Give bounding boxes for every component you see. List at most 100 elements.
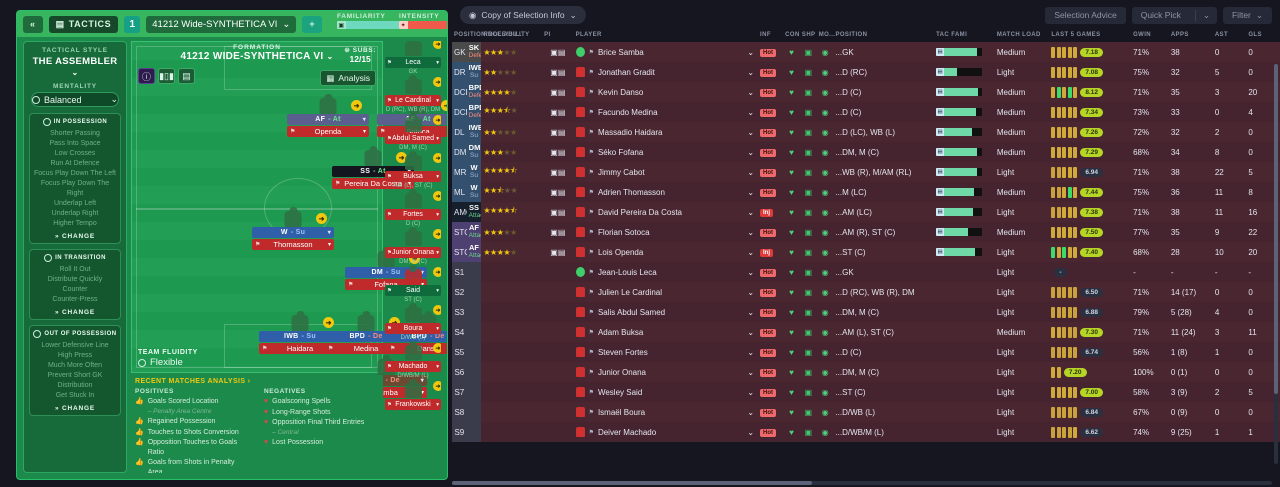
table-row[interactable]: DCLBPDDefend★★★⯪★▣▤⚑Facundo Medina⌄Hot♥▣…: [452, 102, 1280, 122]
column-header[interactable]: PLAYER: [575, 32, 602, 38]
row-position-slot[interactable]: DCR: [452, 82, 467, 102]
row-player-menu[interactable]: ⌄: [747, 427, 755, 437]
row-player-instructions[interactable]: ▣▤: [550, 127, 566, 137]
row-position-slot[interactable]: S4: [452, 322, 467, 342]
row-role-select[interactable]: SSAttack: [466, 202, 482, 222]
row-role-select[interactable]: W Su: [466, 162, 482, 182]
row-player-menu[interactable]: ⌄: [747, 187, 755, 197]
row-position-slot[interactable]: AMC: [452, 202, 467, 222]
chevron-down-icon[interactable]: ▾: [436, 401, 439, 408]
table-row[interactable]: ML W Su ★★⯪★★ ▣▤ ⚑ Adrien Thomasson ⌄ Hot ♥ ▣ ◉ ...M…: [452, 182, 1280, 202]
table-row[interactable]: STCLAFAttack★★★★★▣▤⚑Lois Openda⌄Inj♥▣◉..…: [452, 242, 1280, 262]
chevron-down-icon[interactable]: ▾: [436, 249, 439, 256]
row-player-instructions[interactable]: ▣▤: [550, 187, 566, 197]
row-role-select[interactable]: DM Su: [466, 142, 482, 162]
row-player[interactable]: ⚑ Jimmy Cabot: [574, 162, 744, 182]
table-row[interactable]: DL IWB Su ★★★★★ ▣▤ ⚑ Massadio Haidara ⌄ Hot ♥ ▣ ◉..…: [452, 122, 1280, 142]
horizontal-scrollbar[interactable]: [452, 481, 1272, 485]
substitute-name-select[interactable]: ⚑ Junior Onana ▾: [385, 247, 441, 258]
row-player[interactable]: ⚑ Massadio Haidara: [574, 122, 744, 142]
row-player-instructions[interactable]: ▣▤: [550, 147, 566, 157]
substitute-card[interactable]: ⚑ Fortes ▾ D (C) ➜: [385, 191, 441, 227]
pitch-player-card[interactable]: IWB- Su▾⚑Haidara▾: [259, 315, 341, 354]
substitute-card[interactable]: ⚑ Le Cardinal ▾ D (RC), WB (R), DM ➜: [385, 77, 441, 113]
row-player-menu[interactable]: ⌄: [747, 387, 755, 397]
row-position-slot[interactable]: DM: [452, 142, 467, 162]
substitutes-strip[interactable]: ⚑ Leca ▾ GK ➜ ⚑ Le Cardinal ▾ D (RC), WB (R), DM…: [385, 41, 441, 473]
row-position-slot[interactable]: ML: [452, 182, 467, 202]
column-header[interactable]: POSITION: [835, 32, 868, 38]
row-player-menu[interactable]: ⌄: [747, 107, 755, 117]
column-header[interactable]: [743, 30, 758, 42]
table-row[interactable]: S7 ⚑ Wesley Said ⌄ Hot ♥ ▣ ◉ ...ST (C) Light 7.00 5…: [452, 382, 1280, 402]
chevron-down-icon[interactable]: ▾: [436, 363, 439, 370]
table-row[interactable]: S6 ⚑ Junior Onana ⌄ Hot ♥ ▣ ◉ ...DM, M (C) Light 7…: [452, 362, 1280, 382]
change-button[interactable]: » CHANGE: [55, 309, 95, 316]
column-header[interactable]: MO...: [818, 32, 836, 38]
horizontal-scrollbar-thumb[interactable]: [452, 481, 812, 485]
row-player-instructions[interactable]: ▣▤: [550, 67, 566, 77]
row-role-select[interactable]: BPDDefend: [466, 82, 482, 102]
chevron-down-icon[interactable]: ▾: [436, 59, 439, 66]
row-player[interactable]: ⚑ Florian Sotoca: [574, 222, 744, 242]
row-player-instructions[interactable]: [542, 322, 573, 342]
row-player-instructions[interactable]: ▣▤: [550, 47, 566, 57]
row-player[interactable]: ⚑ Adrien Thomasson: [574, 182, 744, 202]
substitute-arrow-icon[interactable]: ➜: [433, 305, 441, 315]
chevron-down-icon[interactable]: ⌄: [1194, 9, 1217, 21]
substitute-arrow-icon[interactable]: ➜: [433, 77, 441, 87]
row-player[interactable]: ⚑ Lois Openda: [574, 242, 744, 262]
pitch-player-card[interactable]: AF - At ▾ ⚑ Openda ▾: [287, 98, 369, 137]
row-position-slot[interactable]: STCR: [452, 222, 467, 242]
row-position-slot[interactable]: GK: [452, 42, 467, 62]
analysis-button[interactable]: ▦ Analysis: [320, 70, 376, 86]
substitute-name-select[interactable]: ⚑ Boura ▾: [385, 323, 441, 334]
row-player-instructions[interactable]: ▣▤: [550, 247, 566, 257]
pitch[interactable]: FORMATION 41212 WIDE-SYNTHETICA VI ⌄ ⊜ S…: [131, 41, 447, 398]
chevron-down-icon[interactable]: ▾: [436, 135, 439, 142]
column-header[interactable]: POSITION/ROLE/DU...: [454, 32, 524, 38]
row-role-select[interactable]: BPDDefend: [466, 102, 482, 122]
row-player[interactable]: ⚑ Jean-Louis Leca: [574, 262, 744, 282]
row-player[interactable]: ⚑ Wesley Said: [574, 382, 744, 402]
table-row[interactable]: MR W Su ★★★★⯪ ▣▤ ⚑ Jimmy Cabot ⌄ Hot ♥ ▣ ◉ ...WB (R)…: [452, 162, 1280, 182]
vertical-scrollbar[interactable]: [1274, 64, 1278, 464]
row-player[interactable]: ⚑ Brice Samba: [574, 42, 744, 62]
substitute-card[interactable]: ⚑ Abdul Samed ▾ DM, M (C) ➜: [385, 115, 441, 151]
row-position-slot[interactable]: DCL: [452, 102, 467, 122]
change-button[interactable]: » CHANGE: [55, 405, 95, 412]
row-role-select[interactable]: [466, 402, 482, 422]
table-row[interactable]: S2 ⚑ Julien Le Cardinal ⌄ Hot ♥ ▣ ◉ ...D (RC), W…: [452, 282, 1280, 302]
row-player-menu[interactable]: ⌄: [747, 247, 755, 257]
substitute-name-select[interactable]: ⚑ Le Cardinal ▾: [385, 95, 441, 106]
chevron-down-icon[interactable]: ▾: [420, 378, 424, 384]
player-role-select[interactable]: DM - Su ▾: [345, 267, 427, 278]
filter-button[interactable]: Filter ⌄: [1222, 6, 1272, 24]
row-position-slot[interactable]: DR: [452, 62, 467, 82]
row-position-slot[interactable]: S5: [452, 342, 467, 362]
substitute-name-select[interactable]: ⚑ Frankowski ▾: [385, 399, 441, 410]
row-player-instructions[interactable]: [542, 382, 573, 402]
substitute-arrow-icon[interactable]: ➜: [433, 191, 441, 201]
table-row[interactable]: STCRAFAttack★★★★★▣▤⚑Florian Sotoca⌄Hot♥▣…: [452, 222, 1280, 242]
row-player-menu[interactable]: ⌄: [747, 167, 755, 177]
column-header[interactable]: INF: [760, 32, 771, 38]
vertical-scrollbar-thumb[interactable]: [1274, 64, 1278, 394]
row-role-select[interactable]: [466, 382, 482, 402]
row-player-instructions[interactable]: ▣▤: [550, 227, 566, 237]
pitch-player-card[interactable]: BPD- De▾⚑Medina▾: [325, 315, 407, 354]
chevron-down-icon[interactable]: ▾: [407, 181, 411, 187]
column-header[interactable]: GLS: [1248, 32, 1262, 38]
row-player-instructions[interactable]: [542, 362, 573, 382]
table-row[interactable]: S9 ⚑ Deiver Machado ⌄ Hot ♥ ▣ ◉ ...D/WB/M (L) Lig…: [452, 422, 1280, 442]
column-header[interactable]: APPS: [1170, 32, 1189, 38]
player-name-select[interactable]: ⚑ Pereira Da Costa ▾: [332, 178, 414, 189]
chevron-down-icon[interactable]: ▾: [436, 325, 439, 332]
intensity-knob[interactable]: ✦: [399, 21, 408, 29]
row-player-instructions[interactable]: [542, 342, 573, 362]
substitute-arrow-icon[interactable]: ➜: [433, 229, 441, 239]
column-header[interactable]: CON: [785, 32, 800, 38]
recent-matches-analysis[interactable]: RECENT MATCHES ANALYSIS › POSITIVES 👍 Goa…: [131, 375, 383, 473]
row-position-slot[interactable]: STCL: [452, 242, 467, 262]
row-position-slot[interactable]: S7: [452, 382, 467, 402]
